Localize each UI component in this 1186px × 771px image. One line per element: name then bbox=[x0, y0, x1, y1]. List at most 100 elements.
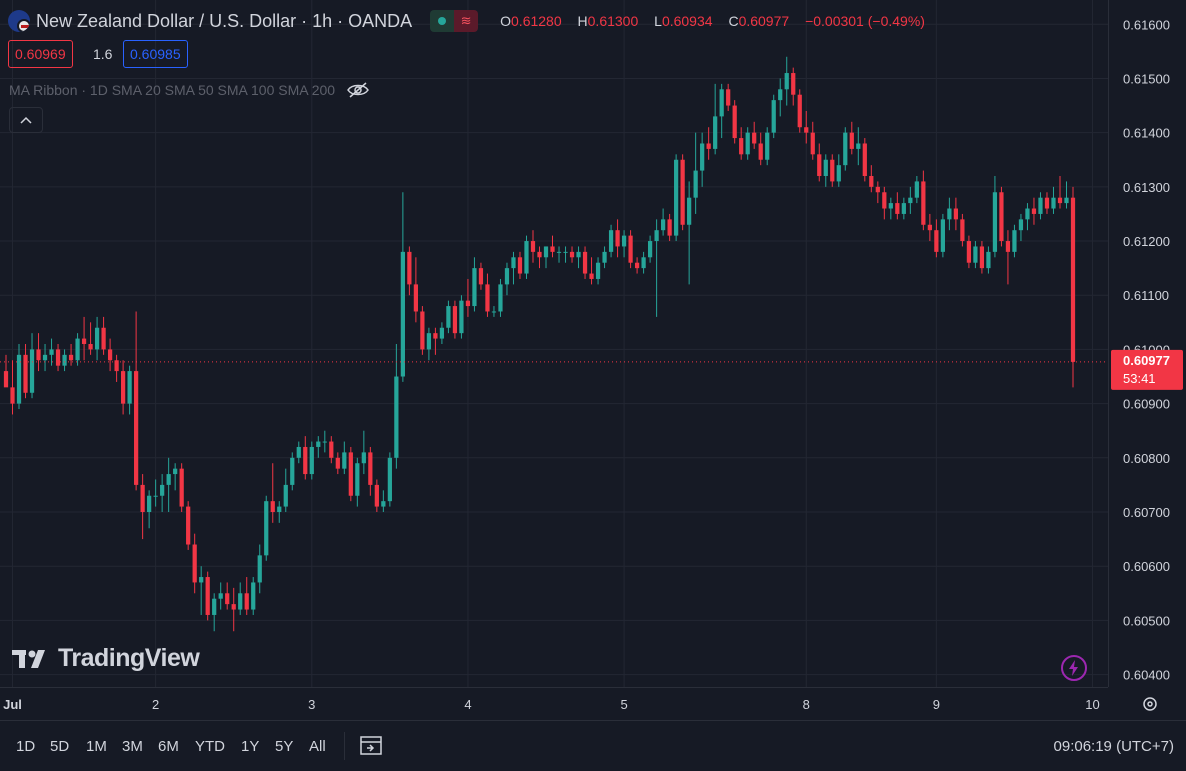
price-tick-label: 0.60600 bbox=[1123, 559, 1170, 574]
candle-body bbox=[446, 306, 451, 328]
symbol-title[interactable]: New Zealand Dollar / U.S. Dollar · 1h · … bbox=[36, 10, 413, 31]
candle bbox=[62, 349, 67, 372]
tradingview-logo[interactable]: TradingView bbox=[12, 644, 200, 673]
candle-body bbox=[739, 138, 744, 155]
candle bbox=[42, 344, 48, 372]
indicator-label[interactable]: MA Ribbon · 1D SMA 20 SMA 50 SMA 100 SMA… bbox=[9, 82, 336, 98]
candle-body bbox=[10, 387, 15, 404]
candle bbox=[576, 246, 581, 269]
candle bbox=[823, 154, 828, 187]
candle bbox=[771, 94, 776, 139]
candle-body bbox=[654, 230, 659, 242]
timeframe-1d[interactable]: 1D bbox=[16, 738, 36, 755]
market-open-icon[interactable] bbox=[430, 10, 455, 32]
candle bbox=[706, 127, 711, 160]
date-range-icon[interactable] bbox=[359, 734, 385, 756]
candle-body bbox=[602, 251, 607, 263]
candle-body bbox=[700, 143, 705, 171]
candle-body bbox=[296, 446, 301, 458]
price-axis[interactable]: 0.61600 0.61500 0.61400 0.61300 0.61200 0.611… bbox=[1108, 0, 1186, 687]
time-axis[interactable]: Jul 2 3 4 5 8 9 10 bbox=[0, 687, 1157, 721]
candle-body bbox=[732, 105, 737, 139]
candlestick-chart[interactable] bbox=[0, 0, 1108, 687]
candle bbox=[979, 241, 985, 274]
candle bbox=[407, 246, 412, 296]
buy-button[interactable]: 0.60985 bbox=[123, 40, 188, 68]
candle-body bbox=[491, 311, 497, 313]
candle-body bbox=[999, 192, 1004, 242]
timeframe-5y[interactable]: 5Y bbox=[275, 738, 294, 755]
candle-body bbox=[843, 132, 848, 166]
candle bbox=[29, 333, 35, 399]
candle bbox=[290, 452, 295, 491]
timeframe-6m[interactable]: 6M bbox=[158, 738, 179, 755]
candle-body bbox=[459, 300, 464, 334]
timeframe-ytd[interactable]: YTD bbox=[195, 738, 225, 755]
candle bbox=[1018, 213, 1024, 242]
candle-body bbox=[563, 251, 568, 253]
market-status-badge[interactable]: ≋ bbox=[430, 10, 479, 32]
candle-body bbox=[979, 246, 985, 269]
candle-body bbox=[556, 251, 562, 253]
candle-body bbox=[901, 203, 906, 214]
open-value: 0.61280 bbox=[511, 13, 562, 29]
candle-body bbox=[1005, 241, 1011, 252]
price-tick-label: 0.60500 bbox=[1123, 613, 1170, 628]
candle-body bbox=[387, 457, 392, 502]
candle bbox=[179, 463, 184, 512]
chart-area[interactable]: New Zealand Dollar / U.S. Dollar · 1h · … bbox=[0, 0, 1108, 687]
candle-body bbox=[36, 349, 41, 361]
candle bbox=[173, 463, 178, 491]
candle-body bbox=[452, 306, 458, 334]
timeframe-all[interactable]: All bbox=[309, 738, 326, 755]
timeframe-3m[interactable]: 3M bbox=[122, 738, 143, 755]
candle-body bbox=[992, 192, 998, 252]
candle-body bbox=[166, 474, 171, 485]
candle-body bbox=[120, 371, 126, 404]
price-axis-labels: 0.61600 0.61500 0.61400 0.61300 0.61200 0.611… bbox=[1111, 17, 1183, 683]
clock-timezone[interactable]: 09:06:19 (UTC+7) bbox=[1053, 738, 1174, 755]
candle-body bbox=[628, 235, 633, 263]
delayed-data-icon[interactable]: ≋ bbox=[454, 10, 479, 32]
candle-body bbox=[1051, 197, 1056, 209]
candle bbox=[322, 430, 327, 453]
candle bbox=[1070, 186, 1076, 388]
candle-body bbox=[49, 349, 54, 355]
candle bbox=[927, 213, 932, 242]
candle-body bbox=[322, 441, 327, 443]
candle bbox=[745, 127, 750, 160]
candle bbox=[459, 295, 464, 339]
collapse-legend-button[interactable] bbox=[9, 107, 43, 133]
settings-gear-icon[interactable] bbox=[1141, 695, 1159, 713]
timeframe-1m[interactable]: 1M bbox=[86, 738, 107, 755]
candle-body bbox=[862, 143, 867, 176]
candle bbox=[160, 474, 165, 512]
lightning-icon[interactable] bbox=[1061, 655, 1087, 681]
indicator-legend[interactable]: MA Ribbon · 1D SMA 20 SMA 50 SMA 100 SMA… bbox=[9, 82, 369, 98]
candle-body bbox=[752, 132, 757, 144]
candle bbox=[960, 213, 965, 247]
candle bbox=[817, 143, 822, 182]
candle-body bbox=[589, 273, 594, 279]
candle bbox=[628, 230, 633, 269]
candle bbox=[569, 246, 575, 263]
candle-body bbox=[778, 89, 783, 101]
candle-body bbox=[817, 154, 822, 176]
timeframe-1y[interactable]: 1Y bbox=[241, 738, 260, 755]
sell-button[interactable]: 0.60969 bbox=[8, 40, 73, 68]
candle-body bbox=[973, 246, 978, 263]
candle bbox=[621, 230, 627, 258]
price-tick-label: 0.60900 bbox=[1123, 397, 1170, 412]
candle-body bbox=[68, 354, 74, 361]
candle-body bbox=[1018, 219, 1024, 231]
candle bbox=[101, 316, 106, 355]
candle bbox=[602, 246, 607, 269]
candle bbox=[966, 235, 972, 269]
eye-off-icon[interactable] bbox=[347, 82, 369, 98]
candle bbox=[830, 154, 835, 187]
candle bbox=[134, 311, 139, 491]
price-tick-label: 0.61300 bbox=[1123, 180, 1170, 195]
candle bbox=[836, 154, 841, 187]
timeframe-5d[interactable]: 5D bbox=[50, 738, 70, 755]
candle bbox=[491, 306, 497, 317]
